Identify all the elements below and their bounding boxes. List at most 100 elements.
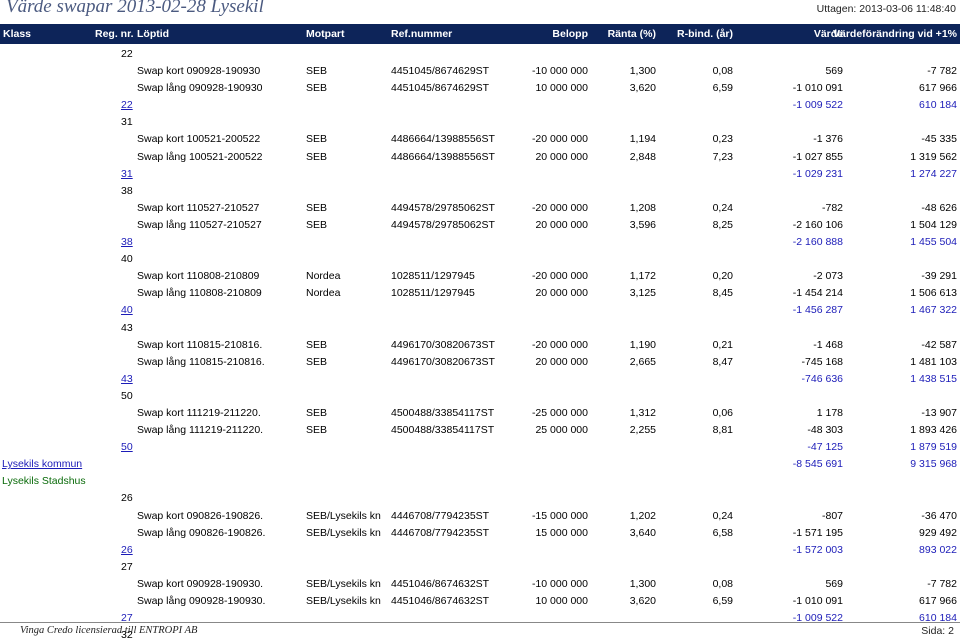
amount: -25 000 000 xyxy=(531,406,588,419)
counterparty: Nordea xyxy=(306,270,341,283)
value-change: -7 782 xyxy=(927,65,957,78)
value: -1 010 091 xyxy=(792,82,843,95)
rate-binding: 0,23 xyxy=(712,133,733,146)
reference-number: 4451045/8674629ST xyxy=(391,65,490,78)
amount: 20 000 000 xyxy=(535,150,588,163)
group-total-link[interactable]: 40 xyxy=(121,304,133,317)
group-header-row: 26 xyxy=(0,490,960,507)
group-total-row: 27 -1 009 522 610 184 xyxy=(0,610,960,627)
value: -48 303 xyxy=(807,424,843,437)
interest-rate: 3,620 xyxy=(629,595,656,607)
rate-binding: 6,59 xyxy=(712,82,733,95)
group-header-row: 27 xyxy=(0,559,960,576)
group-header-row: 32 xyxy=(0,627,960,644)
value: -1 376 xyxy=(813,133,843,146)
printed-timestamp: Uttagen: 2013-03-06 11:48:40 xyxy=(816,3,956,15)
swap-type: Swap lång 090826-190826. xyxy=(137,526,266,539)
group-header-row: 40 xyxy=(0,251,960,268)
table-row: Swap kort 090928-190930 SEB 4451045/867462… xyxy=(0,63,960,80)
reference-number: 4446708/7794235ST xyxy=(391,526,490,539)
group-total-row: 22 -1 009 522 610 184 xyxy=(0,97,960,114)
col-regnr: Reg. nr. xyxy=(95,28,134,40)
value: 569 xyxy=(825,577,843,590)
group-total-change: 893 022 xyxy=(919,543,957,556)
swap-type: Swap kort 110527-210527 xyxy=(137,201,260,214)
col-ranta: Ränta (%) xyxy=(607,28,656,40)
group-number: 40 xyxy=(121,253,133,266)
value-change: -48 626 xyxy=(921,201,957,214)
group-number: 43 xyxy=(121,321,133,334)
value: -2 073 xyxy=(813,270,843,283)
amount: 20 000 000 xyxy=(535,218,588,231)
table-row: Swap kort 110527-210527 SEB 4494578/297850… xyxy=(0,200,960,217)
group-total-change: 1 274 227 xyxy=(910,167,957,180)
table-row: Swap lång 110527-210527 SEB 4494578/297850… xyxy=(0,217,960,234)
group-total-link[interactable]: 27 xyxy=(121,612,133,625)
col-vardeforandring: Värdeförändring vid +1% xyxy=(833,28,957,40)
value: 1 178 xyxy=(816,406,843,419)
interest-rate: 1,300 xyxy=(629,65,656,78)
swap-type: Swap lång 110527-210527 xyxy=(137,218,262,231)
value-change: -7 782 xyxy=(927,577,957,590)
group-total-link[interactable]: 38 xyxy=(121,236,133,249)
interest-rate: 3,640 xyxy=(629,526,656,539)
reference-number: 4494578/29785062ST xyxy=(391,201,495,214)
table-row: Swap lång 090928-190930. SEB/Lysekils kn 4… xyxy=(0,593,960,610)
counterparty: SEB xyxy=(306,65,328,78)
table-row: Swap kort 090826-190826. SEB/Lysekils kn 4… xyxy=(0,508,960,525)
reference-number: 4500488/33854117ST xyxy=(391,424,495,437)
col-belopp: Belopp xyxy=(552,28,588,40)
counterparty: SEB xyxy=(306,424,328,437)
reference-number: 4500488/33854117ST xyxy=(391,406,495,419)
interest-rate: 2,255 xyxy=(629,424,656,437)
swap-table: 22 Swap kort 090928-190930 SEB 4451045/8674… xyxy=(0,46,960,644)
amount: -20 000 000 xyxy=(531,270,588,283)
value: -1 010 091 xyxy=(792,595,843,607)
group-number: 31 xyxy=(121,116,133,129)
swap-type: Swap lång 111219-211220. xyxy=(137,424,264,437)
table-row: Swap lång 110815-210816. SEB 4496170/30820… xyxy=(0,354,960,371)
interest-rate: 2,665 xyxy=(629,355,656,368)
table-row: Swap kort 090928-190930. SEB/Lysekils kn 4… xyxy=(0,576,960,593)
reference-number: 4486664/13988556ST xyxy=(391,133,495,146)
amount: 20 000 000 xyxy=(535,287,588,300)
group-total-link[interactable]: 22 xyxy=(121,99,133,112)
amount: 10 000 000 xyxy=(535,82,588,95)
value: -745 168 xyxy=(801,355,843,368)
col-motpart: Motpart xyxy=(306,28,345,40)
interest-rate: 1,312 xyxy=(629,406,656,419)
rate-binding: 6,58 xyxy=(712,526,733,539)
rate-binding: 0,20 xyxy=(712,270,733,283)
rate-binding: 0,24 xyxy=(712,509,733,522)
organisation-header-row: Lysekils Stadshus xyxy=(0,473,960,490)
group-total-link[interactable]: 50 xyxy=(121,441,133,454)
group-total-value: -1 009 522 xyxy=(792,99,843,112)
group-total-link[interactable]: 26 xyxy=(121,543,133,556)
interest-rate: 3,620 xyxy=(629,82,656,95)
value: 569 xyxy=(825,65,843,78)
group-total-row: 38 -2 160 888 1 455 504 xyxy=(0,234,960,251)
group-total-value: -1 456 287 xyxy=(792,304,843,317)
swap-type: Swap lång 110808-210809 xyxy=(137,287,262,300)
group-total-link[interactable]: 31 xyxy=(121,167,133,180)
amount: 10 000 000 xyxy=(535,595,588,607)
group-total-link[interactable]: 43 xyxy=(121,372,133,385)
value-change: -39 291 xyxy=(921,270,957,283)
reference-number: 4496170/30820673ST xyxy=(391,338,495,351)
counterparty: Nordea xyxy=(306,287,341,300)
interest-rate: 3,125 xyxy=(629,287,656,300)
group-number: 32 xyxy=(121,629,133,642)
counterparty: SEB xyxy=(306,338,328,351)
reference-number: 4496170/30820673ST xyxy=(391,355,495,368)
amount: 15 000 000 xyxy=(535,526,588,539)
amount: -20 000 000 xyxy=(531,133,588,146)
organisation-total-link[interactable]: Lysekils kommun xyxy=(2,458,83,471)
amount: -10 000 000 xyxy=(531,65,588,78)
value: -782 xyxy=(821,201,843,214)
rate-binding: 8,45 xyxy=(712,287,733,300)
group-total-change: 1 438 515 xyxy=(910,372,957,385)
group-number: 38 xyxy=(121,184,133,197)
amount: -10 000 000 xyxy=(531,577,588,590)
amount: -20 000 000 xyxy=(531,201,588,214)
page-number: Sida: 2 xyxy=(921,625,954,637)
